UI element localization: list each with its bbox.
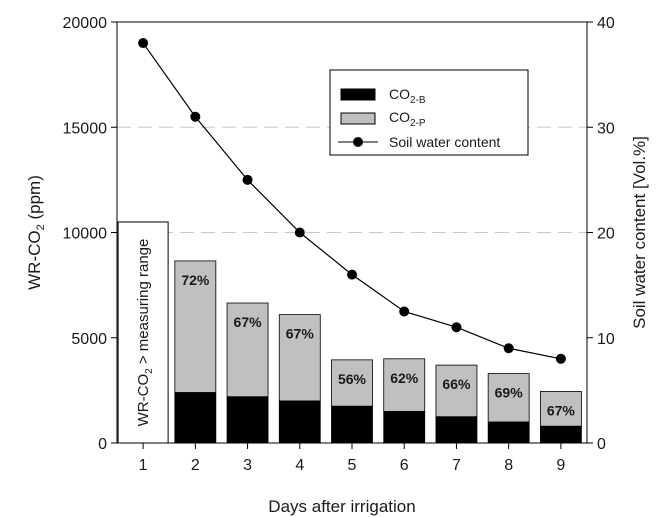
y-tick-label: 0 bbox=[98, 436, 107, 453]
bar-co2-b bbox=[278, 400, 321, 444]
bar-percent-label: 69% bbox=[495, 385, 524, 401]
bar-percent-label: 67% bbox=[547, 402, 576, 418]
bar-percent-label: 72% bbox=[181, 272, 210, 288]
soil-water-point bbox=[242, 174, 253, 185]
y2-tick-label: 40 bbox=[597, 15, 615, 32]
x-tick-label: 4 bbox=[295, 457, 304, 474]
bar-co2-p bbox=[174, 260, 217, 393]
soil-water-series bbox=[138, 38, 566, 364]
bar-co2-p bbox=[383, 358, 426, 412]
bar-co2-p bbox=[278, 314, 321, 402]
y-tick-label: 5000 bbox=[71, 331, 107, 348]
y2-tick-label: 0 bbox=[597, 436, 606, 453]
y2-tick-label: 10 bbox=[597, 331, 615, 348]
soil-water-point bbox=[347, 269, 357, 280]
y2-axis-title: Soil water content [Vol.%] bbox=[630, 136, 649, 329]
bar-co2-p bbox=[539, 391, 582, 427]
bars bbox=[174, 260, 582, 444]
legend-marker-soil-water bbox=[353, 137, 363, 147]
y-axis-title-main: WR-CO bbox=[25, 230, 44, 289]
bar-percent-label: 67% bbox=[286, 326, 315, 342]
y-axis-title: WR-CO2 (ppm) bbox=[25, 175, 47, 290]
bar-percent-label: 56% bbox=[338, 371, 367, 387]
x-tick-label: 1 bbox=[139, 457, 148, 474]
y-tick-label: 10000 bbox=[63, 226, 108, 243]
x-tick-label: 5 bbox=[348, 457, 357, 474]
bar-co2-p bbox=[331, 359, 373, 407]
legend-swatch-co2-b bbox=[340, 88, 376, 101]
bar-co2-b bbox=[383, 411, 426, 444]
legend-label-co2-b-sub: 2-B bbox=[410, 95, 426, 106]
bar-co2-b bbox=[539, 425, 582, 444]
legend-label-co2-p: CO2-P bbox=[389, 109, 426, 129]
x-axis-title: Days after irrigation bbox=[268, 497, 415, 516]
x-tick-label: 8 bbox=[504, 457, 513, 474]
y2-tick-label: 30 bbox=[597, 120, 615, 137]
day1-box-label-tail: > measuring range bbox=[135, 239, 152, 369]
soil-water-point bbox=[451, 322, 462, 333]
y-tick-label: 15000 bbox=[63, 120, 108, 137]
bar-percent-label: 67% bbox=[234, 314, 263, 330]
legend-label-co2-p-main: CO bbox=[389, 109, 410, 125]
bar-co2-b bbox=[487, 421, 530, 444]
bar-co2-b bbox=[174, 392, 217, 444]
x-tick-label: 7 bbox=[452, 457, 461, 474]
bar-co2-p bbox=[487, 373, 530, 423]
bar-percent-labels: 72% 67% 67% 56% 62% 66% 69% 67% bbox=[181, 272, 575, 419]
soil-water-point bbox=[294, 227, 305, 238]
day1-box-label-sub: 2 bbox=[144, 368, 155, 374]
day1-box-label: WR-CO2 > measuring range bbox=[135, 239, 155, 427]
bar-percent-label: 62% bbox=[390, 370, 419, 386]
axis-ticks: 0 5000 10000 15000 20000 0 10 20 30 40 1 2 3 4 5 6 7 8 9 bbox=[63, 15, 615, 474]
x-tick-label: 9 bbox=[556, 457, 565, 474]
soil-water-point bbox=[138, 38, 149, 49]
soil-water-point bbox=[503, 343, 514, 354]
soil-water-point bbox=[190, 111, 201, 122]
y2-tick-label: 20 bbox=[597, 226, 615, 243]
day1-box-label-main: WR-CO bbox=[135, 374, 152, 427]
bar-co2-p bbox=[226, 302, 269, 398]
legend-swatch-co2-p bbox=[340, 112, 376, 125]
bar-co2-b bbox=[435, 416, 478, 444]
bar-co2-b bbox=[331, 405, 373, 444]
x-tick-label: 2 bbox=[191, 457, 200, 474]
x-tick-label: 6 bbox=[400, 457, 409, 474]
bar-co2-b bbox=[226, 396, 269, 444]
y-axis-title-sub: 2 bbox=[35, 224, 47, 230]
bar-co2-p bbox=[435, 364, 478, 418]
legend-label-co2-p-sub: 2-P bbox=[410, 118, 426, 129]
legend-label-co2-b-main: CO bbox=[389, 86, 410, 102]
x-tick-label: 3 bbox=[243, 457, 252, 474]
soil-water-point bbox=[399, 306, 410, 317]
legend: CO2-B CO2-P Soil water content bbox=[329, 69, 529, 156]
bar-percent-label: 66% bbox=[442, 376, 471, 392]
soil-water-point bbox=[555, 353, 566, 364]
legend-label-co2-b: CO2-B bbox=[389, 86, 426, 106]
day1-box-rect bbox=[117, 221, 169, 444]
y-tick-label: 20000 bbox=[63, 15, 108, 32]
y-axis-title-unit: (ppm) bbox=[25, 175, 44, 224]
day1-out-of-range-box: WR-CO2 > measuring range bbox=[117, 221, 169, 444]
legend-label-soil-water: Soil water content bbox=[389, 134, 500, 150]
